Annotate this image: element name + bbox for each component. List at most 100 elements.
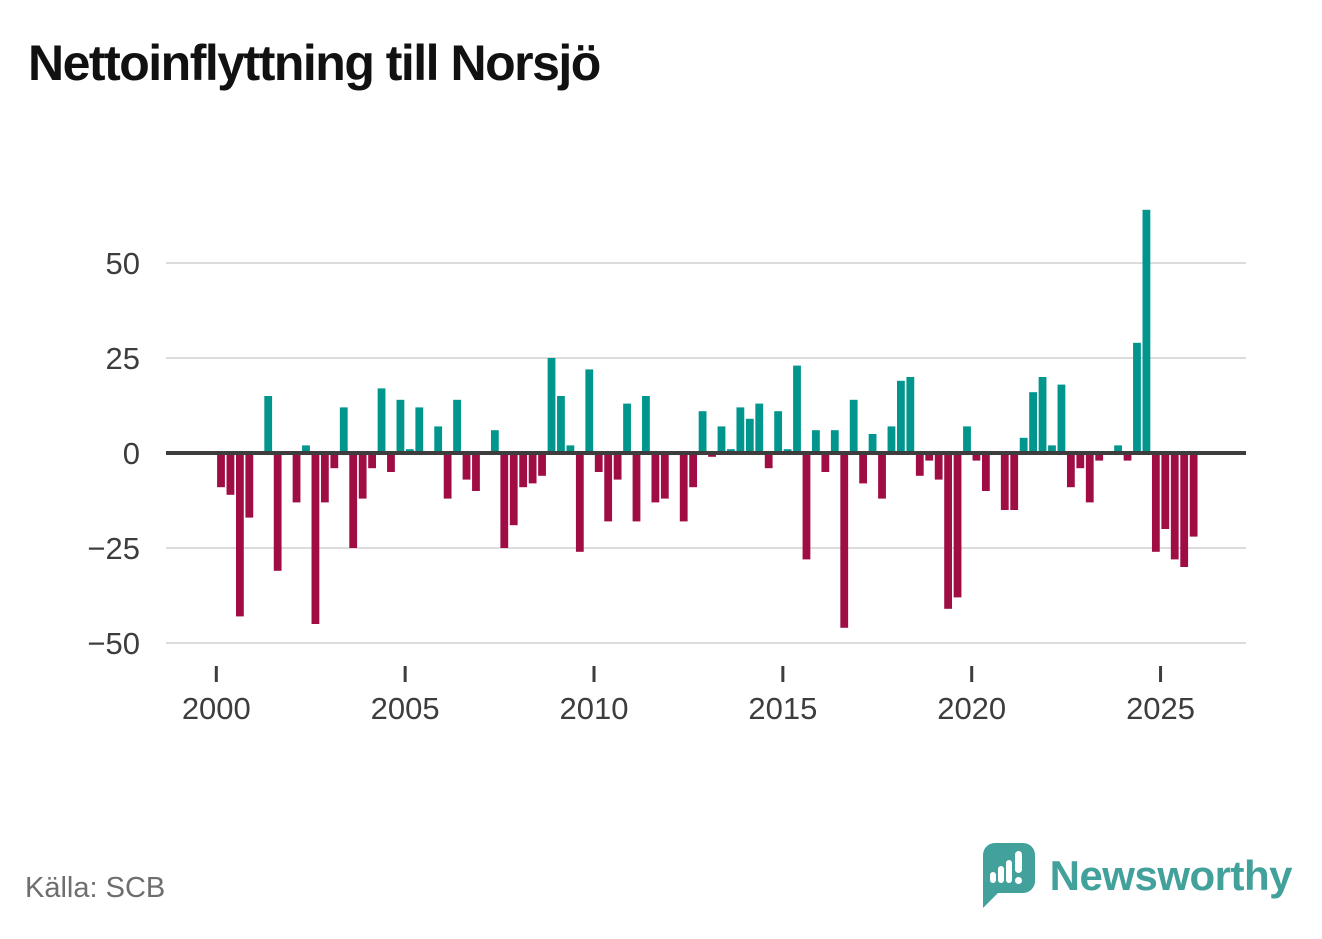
bar-2016q1 [821,453,830,472]
bar-2015q3 [802,453,811,560]
bar-2019q2 [944,453,953,609]
bar-2001q3 [273,453,282,571]
bar-2017q2 [868,434,877,453]
y-axis-labels: 50 25 0 −25 −50 [87,246,140,661]
page-title: Nettoinflyttning till Norsjö [28,35,601,91]
bar-2000q3 [235,453,244,617]
bar-2010q1 [594,453,603,472]
bar-2021q2 [1019,437,1028,453]
bar-2024q4 [1151,453,1160,552]
bar-2000q4 [245,453,254,518]
bar-2009q1 [557,396,565,453]
bar-2021q1 [1010,453,1019,510]
newsworthy-logo-icon [982,843,1035,908]
bar-2011q3 [651,453,660,503]
x-axis-label-2015: 2015 [748,691,817,726]
bar-2004q1 [368,453,376,469]
x-axis-label-2010: 2010 [560,691,629,726]
bar-2002q3 [311,453,320,624]
bar-2011q1 [632,453,641,522]
bar-2004q4 [396,399,405,453]
bar-2008q2 [528,453,537,484]
bar-2025q1 [1161,453,1170,529]
x-axis-label-2005: 2005 [371,691,440,726]
bar-2000q1 [217,453,225,488]
bar-2023q4 [1114,445,1122,453]
bar-2008q1 [519,453,528,488]
bar-2009q2 [566,445,575,453]
bar-2020q2 [981,453,990,491]
bar-2022q4 [1076,453,1085,469]
bar-2014q4 [774,411,783,453]
x-axis-label-2020: 2020 [937,691,1006,726]
bar-2018q3 [915,453,924,476]
y-axis-label-0: 0 [123,436,140,471]
bar-2012q2 [679,453,688,522]
y-axis-label--50: −50 [87,626,140,661]
bar-2006q2 [453,399,461,453]
bar-2017q3 [878,453,886,499]
bar-2012q4 [698,411,707,453]
bar-2022q1 [1048,445,1056,453]
bar-2010q3 [613,453,622,480]
bar-2013q4 [736,407,745,453]
bar-2003q2 [339,407,348,453]
bar-2010q4 [623,403,631,453]
y-axis-label--25: −25 [87,531,140,566]
bar-2023q1 [1085,453,1094,503]
bar-2020q1 [972,453,981,461]
bar-2018q2 [906,377,915,453]
bar-2022q2 [1057,384,1066,453]
bar-2011q4 [660,453,669,499]
y-axis-label-25: 25 [106,341,140,376]
bar-2012q3 [689,453,698,488]
bar-2006q1 [443,453,452,499]
bar-2016q2 [830,430,839,453]
bars [217,209,1198,628]
bar-2014q2 [755,403,764,453]
bar-2007q4 [509,453,518,526]
bar-2008q4 [547,358,556,453]
gridlines [166,262,1246,644]
bar-2014q1 [745,418,754,453]
bar-2011q2 [642,396,650,453]
bar-2010q2 [604,453,613,522]
bar-2015q2 [793,365,801,453]
bar-2024q1 [1123,453,1132,461]
bar-2019q1 [934,453,943,480]
bar-2015q4 [812,430,820,453]
bar-2017q4 [887,426,896,453]
bar-2005q2 [415,407,424,453]
bar-2007q2 [490,430,499,453]
bar-2006q3 [462,453,471,480]
bar-2003q4 [358,453,367,499]
bar-2025q3 [1180,453,1189,567]
bar-2021q4 [1038,377,1047,453]
bar-2024q3 [1142,209,1151,453]
bar-2009q4 [585,369,594,453]
bar-2023q2 [1095,453,1104,461]
bar-2004q3 [387,453,395,472]
bar-2020q4 [1000,453,1009,510]
bar-2004q2 [377,388,386,453]
bar-2005q4 [434,426,443,453]
bar-2014q3 [764,453,773,469]
bar-2003q1 [330,453,339,469]
bar-2025q4 [1189,453,1198,537]
y-axis-label-50: 50 [106,246,140,281]
bar-2000q2 [226,453,235,495]
source-note: Källa: SCB [25,872,166,904]
bar-2013q2 [717,426,726,453]
bar-2024q2 [1133,342,1141,453]
bar-2025q2 [1170,453,1179,560]
x-axis-labels: 2000 2005 2010 2015 2020 2025 [182,666,1195,726]
bar-2021q3 [1029,392,1037,453]
bar-2006q4 [472,453,480,491]
bar-2016q3 [840,453,849,628]
brand-name: Newsworthy [1049,852,1293,899]
x-axis-label-2025: 2025 [1126,691,1195,726]
bar-2019q3 [953,453,962,598]
bar-2022q3 [1066,453,1075,488]
